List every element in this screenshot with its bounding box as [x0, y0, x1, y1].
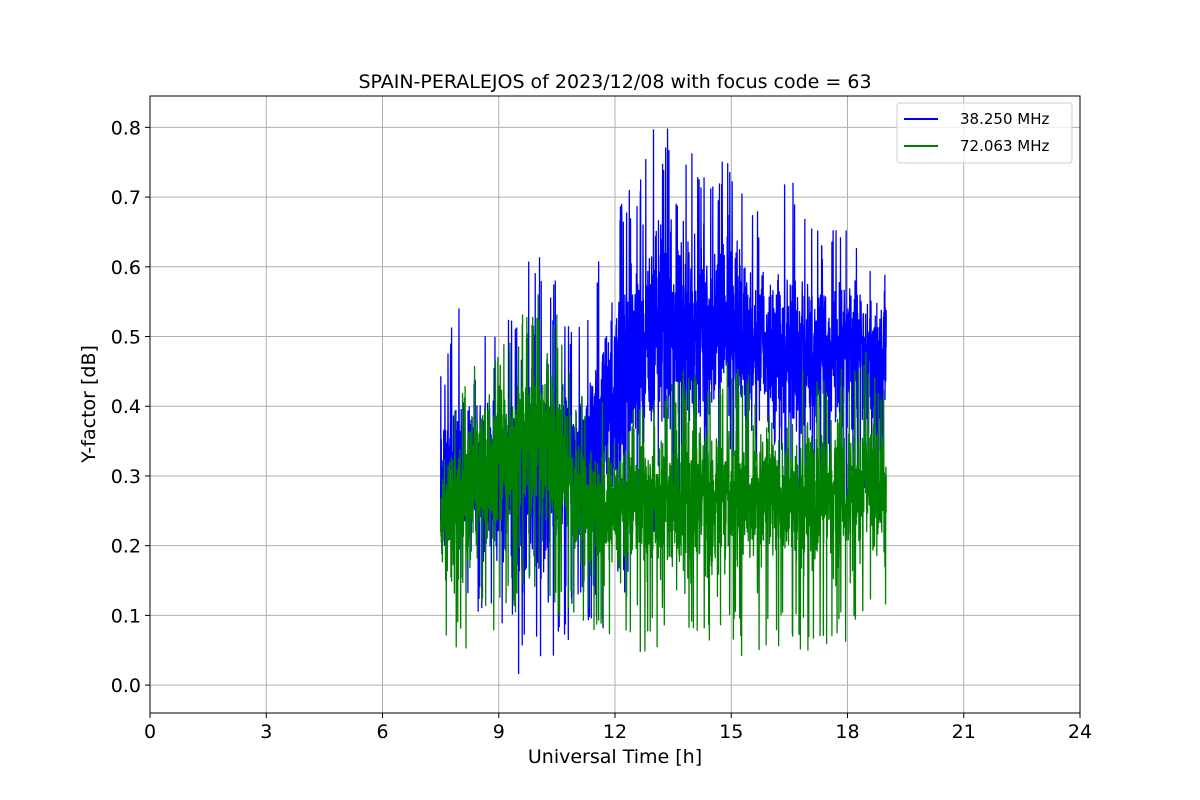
- series-layer: [439, 128, 887, 675]
- y-tick-label: 0.0: [111, 675, 141, 697]
- ticks: 0 3 6 9 12 15 18 21 24 0.0 0.1 0.2 0.3 0.4 0.5 0.6 0.7 0.…: [111, 117, 1092, 743]
- legend-label-series-1: 38.250 MHz: [960, 110, 1049, 128]
- x-tick-label: 6: [376, 721, 388, 743]
- y-tick-label: 0.4: [111, 396, 141, 418]
- x-tick-label: 0: [144, 721, 156, 743]
- legend-box: [896, 102, 1073, 164]
- y-tick-label: 0.3: [111, 466, 141, 488]
- y-tick-label: 0.8: [111, 117, 141, 139]
- y-tick-label: 0.6: [111, 257, 141, 279]
- series-line-2: [439, 294, 887, 656]
- x-tick-label: 18: [835, 721, 859, 743]
- x-tick-label: 9: [493, 721, 505, 743]
- x-tick-label: 24: [1068, 721, 1092, 743]
- y-tick-label: 0.7: [111, 187, 141, 209]
- x-tick-label: 21: [952, 721, 976, 743]
- y-tick-label: 0.5: [111, 327, 141, 349]
- x-tick-label: 12: [603, 721, 627, 743]
- y-tick-label: 0.2: [111, 536, 141, 558]
- y-axis-label: Y-factor [dB]: [78, 345, 100, 464]
- legend-label-series-2: 72.063 MHz: [960, 137, 1049, 155]
- x-tick-label: 15: [719, 721, 743, 743]
- legend: 38.250 MHz 72.063 MHz: [896, 102, 1073, 164]
- x-axis-label: Universal Time [h]: [528, 746, 702, 768]
- y-tick-label: 0.1: [111, 605, 141, 627]
- x-tick-label: 3: [260, 721, 272, 743]
- chart-title: SPAIN-PERALEJOS of 2023/12/08 with focus…: [358, 71, 871, 93]
